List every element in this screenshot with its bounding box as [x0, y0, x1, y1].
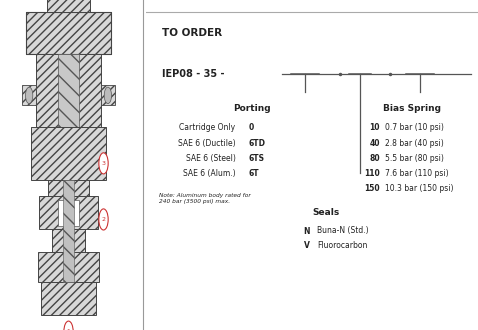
- Text: 2.8 bar (40 psi): 2.8 bar (40 psi): [385, 139, 444, 148]
- Bar: [58, 54, 79, 127]
- Text: 0: 0: [249, 122, 254, 132]
- Text: 150: 150: [364, 183, 380, 193]
- Circle shape: [99, 153, 108, 174]
- Text: Cartridge Only: Cartridge Only: [179, 122, 236, 132]
- Bar: [26, 12, 111, 54]
- Bar: [38, 252, 99, 282]
- Text: 5.5 bar (80 psi): 5.5 bar (80 psi): [385, 154, 444, 163]
- Text: 3: 3: [101, 161, 106, 166]
- Text: 1: 1: [66, 329, 70, 330]
- Text: 80: 80: [369, 154, 380, 163]
- Bar: [53, 229, 85, 252]
- Text: SAE 6 (Steel): SAE 6 (Steel): [185, 154, 236, 163]
- Text: 10: 10: [369, 122, 380, 132]
- Bar: [47, 0, 90, 12]
- Text: SAE 6 (Alum.): SAE 6 (Alum.): [183, 169, 236, 178]
- Bar: [39, 196, 98, 229]
- Text: 7.6 bar (110 psi): 7.6 bar (110 psi): [385, 169, 449, 178]
- Circle shape: [64, 321, 73, 330]
- Text: Bias Spring: Bias Spring: [383, 104, 441, 114]
- Text: Buna-N (Std.): Buna-N (Std.): [317, 226, 369, 236]
- Text: Seals: Seals: [312, 208, 339, 217]
- Bar: [41, 282, 96, 315]
- Text: 6TD: 6TD: [249, 139, 266, 148]
- Text: 110: 110: [364, 169, 380, 178]
- Bar: [22, 85, 36, 105]
- Circle shape: [99, 209, 108, 230]
- Text: Fluorocarbon: Fluorocarbon: [317, 241, 367, 250]
- Text: V: V: [304, 241, 310, 250]
- Bar: [31, 127, 107, 180]
- Text: IEP08 - 35 -: IEP08 - 35 -: [163, 69, 225, 79]
- Text: 6T: 6T: [249, 169, 260, 178]
- Bar: [63, 180, 75, 282]
- Circle shape: [104, 87, 111, 104]
- Text: Porting: Porting: [233, 104, 271, 114]
- Text: 40: 40: [369, 139, 380, 148]
- Text: 6TS: 6TS: [249, 154, 265, 163]
- Bar: [36, 54, 100, 127]
- Text: N: N: [304, 226, 310, 236]
- Text: 10.3 bar (150 psi): 10.3 bar (150 psi): [385, 183, 454, 193]
- Text: Note: Aluminum body rated for
240 bar (3500 psi) max.: Note: Aluminum body rated for 240 bar (3…: [159, 193, 251, 204]
- Bar: [26, 12, 111, 54]
- Bar: [48, 180, 89, 196]
- Text: SAE 6 (Ductile): SAE 6 (Ductile): [178, 139, 236, 148]
- Text: 2: 2: [101, 217, 106, 222]
- Bar: [58, 200, 79, 226]
- Text: TO ORDER: TO ORDER: [163, 28, 223, 38]
- Circle shape: [25, 87, 33, 104]
- Bar: [100, 85, 115, 105]
- Text: 0.7 bar (10 psi): 0.7 bar (10 psi): [385, 122, 444, 132]
